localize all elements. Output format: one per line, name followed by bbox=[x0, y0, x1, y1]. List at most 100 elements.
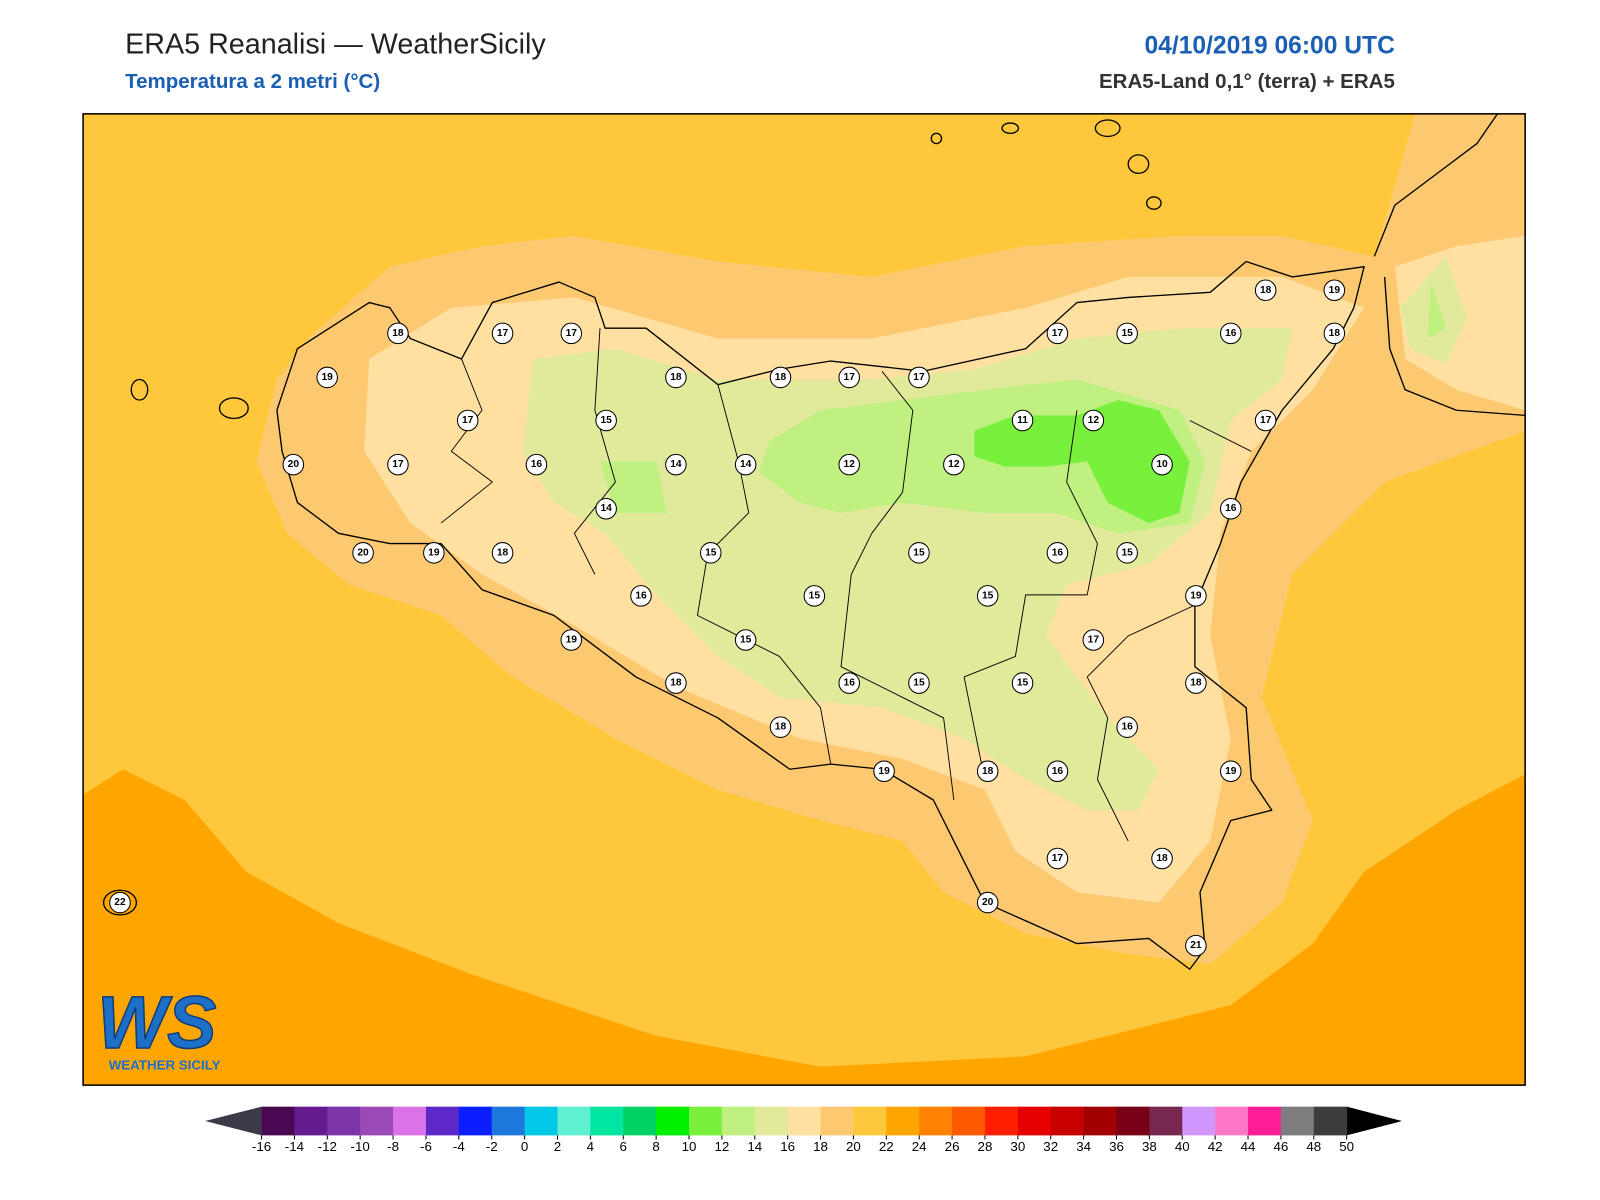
colorbar-bin bbox=[360, 1106, 394, 1136]
station-marker bbox=[1254, 279, 1277, 302]
station-value: 20 bbox=[357, 547, 369, 558]
station-marker bbox=[1151, 453, 1173, 476]
station-marker bbox=[1082, 409, 1105, 432]
source: ERA5-Land 0,1° (terra) + ERA5 bbox=[1099, 70, 1395, 93]
station-value: 18 bbox=[1156, 853, 1168, 864]
station-value: 15 bbox=[705, 547, 717, 558]
colorbar-tick-label: 14 bbox=[747, 1139, 762, 1154]
station-value: 18 bbox=[1190, 678, 1202, 689]
station-value: 12 bbox=[844, 459, 856, 470]
station-value: 20 bbox=[288, 459, 300, 470]
colorbar-bin bbox=[886, 1106, 920, 1136]
island bbox=[102, 889, 138, 916]
station-marker bbox=[1220, 322, 1242, 345]
station-marker bbox=[491, 322, 514, 345]
station-marker bbox=[1220, 497, 1242, 520]
island bbox=[1146, 196, 1162, 210]
colorbar-tick-label: 6 bbox=[620, 1139, 627, 1154]
station-marker bbox=[352, 542, 374, 564]
station-marker bbox=[1116, 716, 1138, 738]
station-marker bbox=[1151, 847, 1173, 870]
station-value: 19 bbox=[428, 547, 440, 558]
station-marker bbox=[908, 542, 930, 564]
station-marker bbox=[734, 629, 757, 651]
station-marker bbox=[665, 453, 687, 476]
station-value: 15 bbox=[1017, 678, 1029, 689]
station-value: 14 bbox=[740, 459, 752, 470]
station-value: 15 bbox=[913, 678, 925, 689]
logo-mark: WS bbox=[97, 981, 216, 1064]
station-value: 11 bbox=[1017, 415, 1028, 426]
logo-text: WEATHER SICILY bbox=[109, 1058, 221, 1073]
station-marker bbox=[1323, 322, 1346, 345]
station-value: 16 bbox=[844, 678, 856, 689]
colorbar-tick-label: 28 bbox=[978, 1139, 993, 1154]
province-border bbox=[1086, 604, 1196, 842]
station-marker bbox=[1185, 934, 1207, 957]
colorbar-bin bbox=[557, 1106, 591, 1136]
station-marker bbox=[665, 672, 687, 694]
colorbar-tick-label: -12 bbox=[318, 1139, 337, 1154]
colorbar-bin bbox=[984, 1106, 1019, 1136]
station-marker bbox=[316, 366, 338, 389]
colorbar-tick-label: 0 bbox=[521, 1139, 528, 1154]
colorbar-bin bbox=[393, 1106, 427, 1136]
colorbar-tick-label: 10 bbox=[682, 1139, 697, 1154]
colorbar-tick-label: 8 bbox=[652, 1139, 659, 1154]
station-marker bbox=[976, 760, 999, 783]
station-marker bbox=[803, 585, 826, 607]
station-marker bbox=[700, 542, 722, 564]
province-border bbox=[573, 328, 616, 575]
station-value: 18 bbox=[775, 372, 787, 383]
colorbar-bin bbox=[524, 1106, 558, 1136]
colorbar-under bbox=[205, 1106, 262, 1136]
station-marker bbox=[423, 542, 445, 564]
station-marker bbox=[595, 409, 617, 432]
station-marker bbox=[1082, 629, 1105, 651]
station-value: 12 bbox=[948, 459, 960, 470]
colorbar-bin bbox=[491, 1106, 526, 1136]
station-marker bbox=[838, 453, 860, 476]
colorbar-bin bbox=[1083, 1106, 1118, 1136]
colorbar-tick-label: 26 bbox=[945, 1139, 960, 1154]
stations: 18 17 17 19 18 18 17 17 17 15 20 17 16 14 14 12 14 20 19 18… bbox=[109, 279, 1346, 957]
station-value: 17 bbox=[1088, 635, 1100, 646]
title: ERA5 Reanalisi — WeatherSicily bbox=[125, 28, 546, 60]
station-marker bbox=[1185, 672, 1207, 694]
station-value: 18 bbox=[670, 678, 682, 689]
station-value: 19 bbox=[566, 635, 578, 646]
colorbar-bin bbox=[261, 1106, 295, 1136]
province-border bbox=[840, 370, 955, 801]
colorbar-bin bbox=[754, 1106, 789, 1136]
station-value: 16 bbox=[1121, 722, 1133, 733]
logo: WS WEATHER SICILY bbox=[97, 980, 221, 1073]
colorbar-bin bbox=[590, 1106, 624, 1136]
colorbar-bin bbox=[1215, 1106, 1249, 1136]
colorbar-bin bbox=[1248, 1106, 1282, 1136]
station-marker bbox=[1254, 409, 1277, 432]
station-value: 17 bbox=[566, 328, 578, 339]
colorbar-tick-label: -4 bbox=[453, 1139, 465, 1154]
station-value: 17 bbox=[392, 459, 404, 470]
station-marker bbox=[630, 585, 652, 607]
station-marker bbox=[387, 322, 409, 345]
station-marker bbox=[873, 760, 895, 783]
station-value: 17 bbox=[1260, 415, 1272, 426]
station-value: 16 bbox=[1052, 547, 1064, 558]
station-marker bbox=[665, 366, 687, 389]
colorbar-bin bbox=[327, 1106, 361, 1136]
colorbar-tick-label: 20 bbox=[846, 1139, 861, 1154]
station-value: 15 bbox=[913, 547, 925, 558]
station-marker bbox=[838, 366, 860, 389]
station-value: 17 bbox=[1052, 328, 1064, 339]
station-marker bbox=[908, 366, 930, 389]
colorbar-tick-label: -16 bbox=[252, 1139, 271, 1154]
island bbox=[130, 378, 149, 401]
station-marker bbox=[838, 672, 860, 694]
station-value: 12 bbox=[1088, 415, 1100, 426]
station-marker bbox=[1046, 542, 1069, 564]
station-marker bbox=[525, 453, 548, 476]
station-value: 10 bbox=[1156, 459, 1168, 470]
colorbar-tick-label: 38 bbox=[1142, 1139, 1157, 1154]
